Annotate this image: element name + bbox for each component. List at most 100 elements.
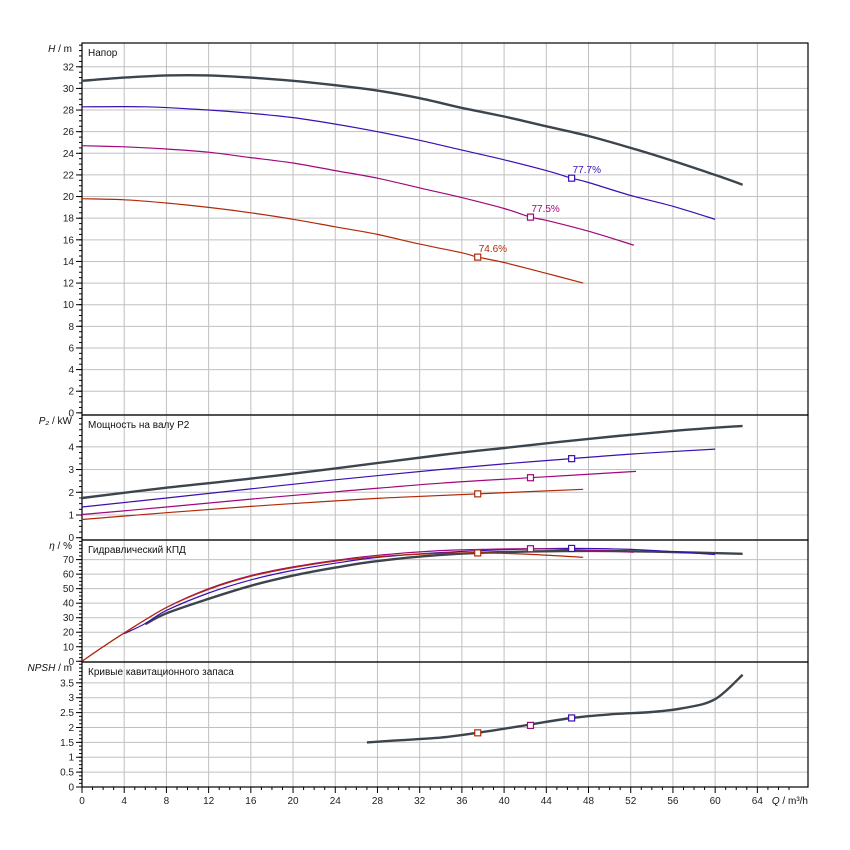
y-axis-label: η / % bbox=[49, 541, 72, 552]
x-tick-label: 56 bbox=[667, 796, 679, 807]
x-tick-label: 52 bbox=[625, 796, 637, 807]
y-axis-symbol: NPSH bbox=[28, 663, 57, 674]
y-tick-label: 0 bbox=[68, 783, 74, 794]
y-tick-label: 0.5 bbox=[60, 768, 74, 779]
duty-point-marker-blue bbox=[568, 714, 576, 722]
y-tick-label: 60 bbox=[63, 570, 75, 581]
efficiency-label: 77.7% bbox=[573, 165, 601, 176]
y-tick-label: 0 bbox=[68, 657, 74, 668]
y-tick-label: 2 bbox=[68, 488, 74, 499]
x-axis-label: Q / m³/h bbox=[772, 796, 808, 807]
y-tick-label: 8 bbox=[68, 322, 74, 333]
y-tick-label: 26 bbox=[63, 127, 75, 138]
x-tick-label: 12 bbox=[203, 796, 215, 807]
curve-max bbox=[366, 673, 744, 744]
y-tick-label: 20 bbox=[63, 192, 75, 203]
y-tick-label: 4 bbox=[68, 365, 74, 376]
curve-max bbox=[82, 424, 743, 500]
x-tick-label: 64 bbox=[752, 796, 764, 807]
y-tick-label: 18 bbox=[63, 214, 75, 225]
panel-efficiency: 0 10 20 30 40 50 60 70 Гидравлический КПД η / % bbox=[49, 539, 809, 668]
curve-red bbox=[82, 198, 584, 284]
efficiency-label: 77.5% bbox=[531, 204, 559, 215]
y-tick-label: 3 bbox=[68, 693, 74, 704]
y-tick-label: 14 bbox=[63, 257, 75, 268]
x-tick-label: 28 bbox=[372, 796, 384, 807]
y-tick-label: 2 bbox=[68, 723, 74, 734]
x-tick-label: 0 bbox=[79, 796, 85, 807]
x-tick-label: 36 bbox=[456, 796, 468, 807]
curve-magenta bbox=[82, 548, 634, 662]
y-axis-unit: / kW bbox=[49, 416, 72, 427]
y-tick-label: 2 bbox=[68, 387, 74, 398]
x-tick-label: 44 bbox=[541, 796, 553, 807]
y-tick-label: 6 bbox=[68, 343, 74, 354]
duty-point-marker-magenta bbox=[526, 721, 535, 729]
y-tick-label: 50 bbox=[63, 584, 75, 595]
y-axis-symbol: H bbox=[48, 44, 56, 55]
duty-point-marker-blue bbox=[568, 544, 576, 553]
x-tick-label: 24 bbox=[330, 796, 342, 807]
duty-point-marker-magenta bbox=[526, 474, 535, 482]
y-tick-label: 40 bbox=[63, 599, 75, 610]
panel-title: Гидравлический КПД bbox=[88, 545, 186, 556]
y-tick-label: 1 bbox=[68, 753, 74, 764]
panel-frame bbox=[81, 414, 809, 541]
efficiency-label: 74.6% bbox=[479, 244, 507, 255]
duty-point-marker-red bbox=[474, 253, 482, 261]
y-tick-label: 28 bbox=[63, 106, 75, 117]
panel-title: Напор bbox=[88, 48, 118, 59]
x-axis: 0 4 8 12 16 20 24 28 32 36 40 44 48 52 56 60 64 Q / m³/h bbox=[79, 787, 808, 807]
x-axis-unit: / m³/h bbox=[780, 796, 808, 807]
y-axis-label: H / m bbox=[48, 44, 72, 55]
y-axis-unit: / % bbox=[55, 541, 72, 552]
curve-blue bbox=[123, 547, 716, 635]
duty-point-marker-blue bbox=[568, 455, 576, 463]
x-tick-label: 8 bbox=[164, 796, 170, 807]
y-axis-symbol: P₂ bbox=[39, 416, 50, 427]
duty-point-marker-red bbox=[474, 549, 482, 557]
curve-magenta bbox=[82, 145, 635, 246]
duty-point-marker-magenta bbox=[526, 545, 535, 553]
curve-max bbox=[144, 549, 743, 626]
panel-frame bbox=[81, 661, 809, 788]
x-tick-label: 32 bbox=[414, 796, 426, 807]
y-tick-label: 20 bbox=[63, 628, 75, 639]
panel-frame bbox=[81, 42, 809, 416]
y-tick-label: 0 bbox=[68, 408, 74, 419]
panel-frame bbox=[81, 539, 809, 663]
y-tick-label: 16 bbox=[63, 235, 75, 246]
x-tick-label: 60 bbox=[710, 796, 722, 807]
y-tick-label: 1 bbox=[68, 511, 74, 522]
y-tick-label: 22 bbox=[63, 170, 75, 181]
y-tick-label: 30 bbox=[63, 84, 75, 95]
panel-title: Мощность на валу P2 bbox=[88, 420, 190, 431]
panel-power: 0 1 2 3 4 Мощность на валу P2 P₂ / kW bbox=[39, 414, 809, 544]
duty-point-marker-magenta bbox=[526, 213, 535, 221]
x-tick-label: 4 bbox=[121, 796, 127, 807]
x-tick-label: 48 bbox=[583, 796, 595, 807]
y-tick-label: 3 bbox=[68, 465, 74, 476]
y-tick-label: 3.5 bbox=[60, 678, 74, 689]
y-tick-label: 0 bbox=[68, 533, 74, 544]
y-axis-unit: / m bbox=[55, 663, 72, 674]
curve-blue bbox=[82, 105, 716, 220]
curve-max bbox=[82, 73, 744, 186]
panel-title: Кривые кавитационного запаса bbox=[88, 667, 234, 678]
y-tick-label: 10 bbox=[63, 300, 75, 311]
y-tick-label: 10 bbox=[63, 642, 75, 653]
y-tick-label: 24 bbox=[63, 149, 75, 160]
duty-point-marker-red bbox=[474, 490, 482, 498]
x-axis-symbol: Q bbox=[772, 796, 780, 807]
x-tick-label: 16 bbox=[245, 796, 257, 807]
y-axis-label: NPSH / m bbox=[28, 663, 72, 674]
duty-point-marker-blue bbox=[568, 174, 576, 182]
y-tick-label: 4 bbox=[68, 442, 74, 453]
y-tick-label: 2.5 bbox=[60, 708, 74, 719]
y-tick-label: 12 bbox=[63, 279, 75, 290]
y-tick-label: 32 bbox=[63, 62, 75, 73]
x-tick-label: 40 bbox=[499, 796, 511, 807]
y-axis-label: P₂ / kW bbox=[39, 416, 73, 427]
